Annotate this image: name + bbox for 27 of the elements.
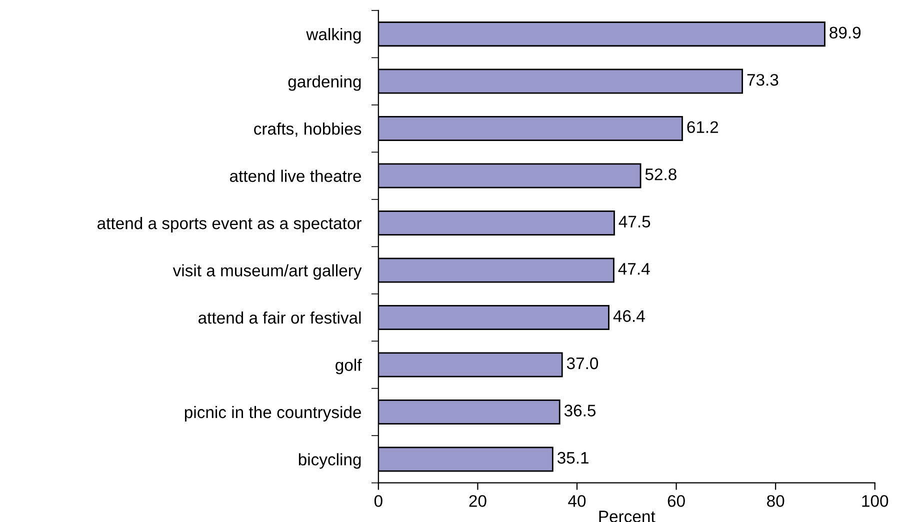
data-label: 35.1 xyxy=(557,452,588,464)
y-tick-label: golf xyxy=(336,358,362,374)
y-tick-label: visit a museum/art gallery xyxy=(172,264,362,280)
y-tick-label: attend live theatre xyxy=(230,170,362,182)
x-tick-label: 60 xyxy=(668,495,685,507)
x-tick-label: 80 xyxy=(767,495,784,507)
data-label: 37.0 xyxy=(566,357,598,370)
y-tick-label: bicycling xyxy=(298,453,361,469)
data-label: 89.9 xyxy=(830,26,861,39)
data-label: 46.4 xyxy=(613,310,645,322)
y-tick-label: crafts, hobbies xyxy=(254,122,362,137)
y-tick-label: walking xyxy=(306,28,361,44)
x-tick-label: 20 xyxy=(469,495,486,507)
x-axis-title: Percent xyxy=(599,510,656,522)
data-label: 36.5 xyxy=(564,404,596,416)
data-label: 61.2 xyxy=(687,121,718,134)
data-label: 47.4 xyxy=(618,263,650,275)
y-tick-label: picnic in the countryside xyxy=(184,406,362,422)
x-tick-label: 100 xyxy=(862,495,888,507)
x-tick-label: 40 xyxy=(568,495,586,507)
x-tick-label: 0 xyxy=(374,495,382,507)
data-label: 52.8 xyxy=(645,168,676,180)
y-tick-label: gardening xyxy=(288,75,361,91)
data-label: 47.5 xyxy=(618,216,650,228)
y-tick-label: attend a sports event as a spectator xyxy=(98,216,362,233)
data-label: 73.3 xyxy=(747,74,778,86)
y-tick-label: attend a fair or festival xyxy=(198,311,361,324)
